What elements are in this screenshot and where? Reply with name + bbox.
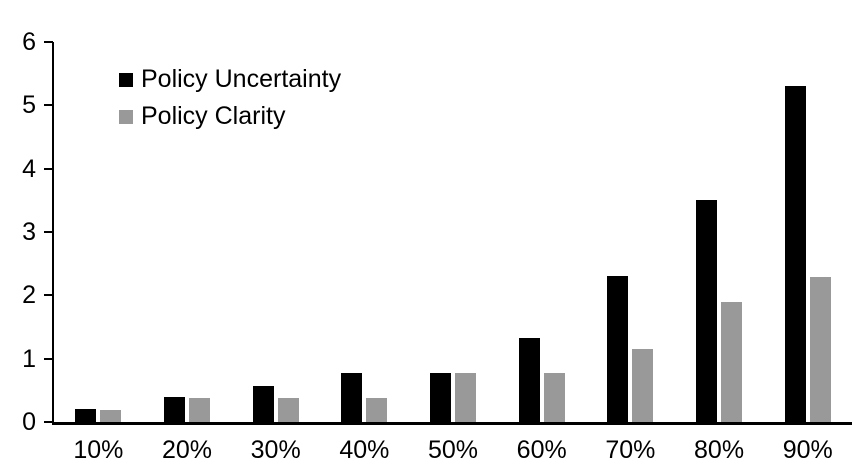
- y-tick-label-5: 5: [22, 91, 36, 120]
- bar-policy-clarity-80%: [721, 302, 743, 422]
- bar-policy-clarity-50%: [455, 373, 477, 422]
- legend-swatch-policy-clarity: [119, 109, 133, 124]
- legend-swatch-policy-uncertainty: [119, 72, 133, 87]
- category-group-10%: [54, 42, 143, 422]
- legend-label-policy-clarity: Policy Clarity: [141, 102, 286, 130]
- y-tick-label-1: 1: [22, 344, 36, 373]
- category-group-30%: [231, 42, 320, 422]
- category-group-70%: [586, 42, 675, 422]
- bar-policy-clarity-10%: [100, 409, 122, 422]
- bar-policy-uncertainty-70%: [607, 275, 629, 422]
- y-tick-0: [44, 421, 53, 423]
- y-tick-2: [44, 294, 53, 297]
- y-tick-3: [44, 231, 53, 233]
- chart-legend: Policy Uncertainty Policy Clarity: [119, 65, 342, 140]
- x-tick-label-30%: 30%: [250, 436, 301, 464]
- category-group-40%: [320, 42, 409, 422]
- y-tick-6: [44, 41, 53, 43]
- x-tick-label-70%: 70%: [605, 436, 656, 464]
- x-axis: 10% 20% 30% 40% 50% 60% 70% 80% 90%: [54, 436, 852, 464]
- y-tick-label-3: 3: [22, 218, 36, 246]
- y-axis-line: [52, 42, 54, 425]
- x-tick-label-50%: 50%: [428, 436, 479, 464]
- category-group-50%: [409, 42, 498, 422]
- bar-policy-clarity-90%: [809, 276, 831, 422]
- bar-policy-clarity-70%: [632, 349, 654, 422]
- y-axis: 0 1 2 3 4 5 6: [0, 29, 54, 435]
- y-tick-1: [44, 357, 53, 360]
- x-tick-label-20%: 20%: [161, 436, 213, 464]
- y-tick-label-6: 6: [22, 28, 36, 56]
- category-group-90%: [763, 42, 852, 422]
- x-tick-label-10%: 10%: [73, 436, 124, 464]
- bar-policy-uncertainty-60%: [518, 337, 540, 422]
- legend-item-policy-uncertainty: Policy Uncertainty: [119, 65, 342, 93]
- bar-policy-clarity-30%: [277, 397, 299, 422]
- category-group-60%: [497, 42, 586, 422]
- bar-policy-uncertainty-90%: [784, 85, 806, 422]
- x-tick-label-90%: 90%: [782, 436, 833, 464]
- legend-label-policy-uncertainty: Policy Uncertainty: [141, 65, 342, 93]
- y-tick-label-0: 0: [22, 408, 36, 436]
- bar-policy-uncertainty-40%: [341, 373, 363, 422]
- y-tick-label-2: 2: [22, 281, 36, 310]
- x-tick-label-40%: 40%: [339, 436, 390, 464]
- y-tick-4: [44, 167, 53, 170]
- bar-policy-clarity-20%: [189, 397, 210, 422]
- x-tick-label-60%: 60%: [516, 436, 567, 464]
- bar-policy-uncertainty-80%: [696, 200, 718, 422]
- bar-policy-clarity-40%: [366, 397, 388, 422]
- legend-item-policy-clarity: Policy Clarity: [119, 102, 341, 130]
- bar-policy-uncertainty-10%: [75, 409, 97, 422]
- y-tick-label-4: 4: [22, 154, 36, 183]
- category-group-80%: [675, 42, 764, 422]
- x-axis-line: [52, 422, 852, 425]
- bar-policy-uncertainty-50%: [430, 372, 452, 422]
- bar-policy-clarity-60%: [543, 373, 565, 422]
- x-tick-label-80%: 80%: [694, 436, 745, 464]
- y-tick-5: [44, 104, 53, 107]
- bar-policy-uncertainty-30%: [252, 385, 274, 422]
- bar-policy-uncertainty-20%: [164, 396, 185, 422]
- category-group-20%: [143, 42, 232, 422]
- plot-area: [54, 42, 852, 422]
